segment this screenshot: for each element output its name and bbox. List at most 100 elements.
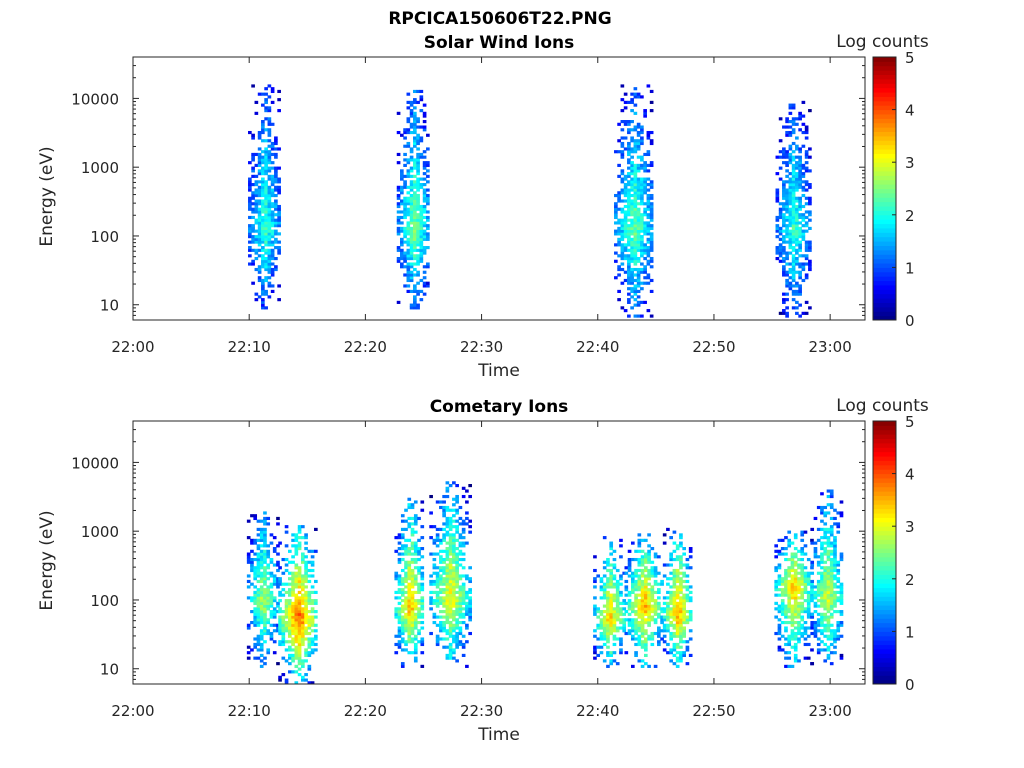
heatmap-cell [429,511,433,515]
heatmap-cell [777,549,782,553]
heatmap-cell [400,640,405,644]
heatmap-cell [267,267,272,272]
heatmap-cell [650,590,655,594]
heatmap-cell [627,557,632,562]
heatmap-cell [640,615,645,619]
heatmap-cell [612,593,617,597]
heatmap-cell [284,604,289,608]
panel-title: Cometary Ions [430,397,569,417]
heatmap-cell [669,631,673,636]
heatmap-cell [634,653,638,657]
heatmap-cell [270,202,275,206]
heatmap-cell [596,623,601,627]
heatmap-cell [627,256,631,261]
heatmap-cell [400,662,405,666]
heatmap-cell [803,590,808,594]
heatmap-cell [810,566,814,570]
heatmap-cell [782,207,786,211]
heatmap-cell [791,130,796,135]
heatmap-cell [650,637,655,641]
heatmap-cell [420,604,425,608]
heatmap-cell [685,610,690,614]
heatmap-cell [458,552,463,556]
heatmap-cell [649,278,654,283]
heatmap-cell [277,213,281,217]
heatmap-cell [636,163,641,167]
heatmap-cell [400,557,405,562]
heatmap-cell [455,626,459,630]
heatmap-cell [445,519,450,523]
heatmap-cell [261,103,265,107]
heatmap-cell [627,604,632,608]
heatmap-cell [413,284,417,288]
heatmap-cell [270,147,275,151]
heatmap-cell [798,229,802,233]
heatmap-cell [400,265,404,269]
heatmap-cell [270,144,275,148]
heatmap-cell [266,599,271,603]
heatmap-cell [445,552,450,556]
heatmap-cell [413,590,418,594]
heatmap-cell [404,612,408,616]
heatmap-cell [636,232,641,236]
heatmap-cell [593,607,597,611]
heatmap-cell [419,254,424,258]
heatmap-cell [413,210,417,214]
heatmap-cell [637,544,642,548]
heatmap-cell [788,218,793,222]
heatmap-cell [397,631,402,636]
heatmap-cell [294,582,299,586]
heatmap-cell [804,224,809,228]
heatmap-cell [640,588,645,592]
heatmap-cell [623,199,628,203]
heatmap-cell [636,139,641,143]
heatmap-cell [254,183,259,187]
y-tick-label: 10 [100,297,119,315]
heatmap-cell [263,604,267,608]
heatmap-cell [263,541,267,545]
heatmap-cell [829,651,834,655]
heatmap-cell [634,568,638,573]
heatmap-cell [445,593,450,597]
heatmap-cell [640,645,645,649]
heatmap-cell [609,563,614,567]
heatmap-cell [394,634,399,638]
heatmap-cell [782,235,786,239]
colorbar-segment [873,258,896,264]
heatmap-cell [301,634,305,638]
heatmap-cell [442,566,446,570]
heatmap-cell [413,163,417,167]
heatmap-cell [278,590,282,594]
heatmap-cell [264,240,268,244]
heatmap-cell [795,300,799,304]
heatmap-cell [452,541,456,545]
heatmap-cell [633,185,638,189]
heatmap-cell [826,536,831,540]
heatmap-cell [409,180,414,184]
heatmap-cell [307,645,312,649]
heatmap-cell [413,180,417,184]
heatmap-cell [649,204,654,209]
heatmap-cell [261,166,265,170]
heatmap-cell [256,568,261,573]
colorbar-segment [873,438,896,444]
heatmap-cell [310,590,315,594]
heatmap-cell [649,213,654,217]
heatmap-cell [406,276,411,280]
heatmap-cell [276,629,280,633]
heatmap-cell [413,120,417,124]
heatmap-cell [829,577,834,581]
heatmap-cell [826,555,831,559]
heatmap-cell [593,645,597,649]
heatmap-cell [435,571,440,575]
heatmap-cell [270,152,275,157]
heatmap-cell [264,155,268,159]
heatmap-cell [435,599,440,603]
colorbar-segment [873,434,896,440]
x-tick-label: 22:30 [460,338,503,356]
heatmap-cell [404,552,408,556]
heatmap-cell [637,599,642,603]
heatmap-cell [647,544,651,548]
heatmap-cell [266,590,271,594]
heatmap-cell [829,560,834,564]
